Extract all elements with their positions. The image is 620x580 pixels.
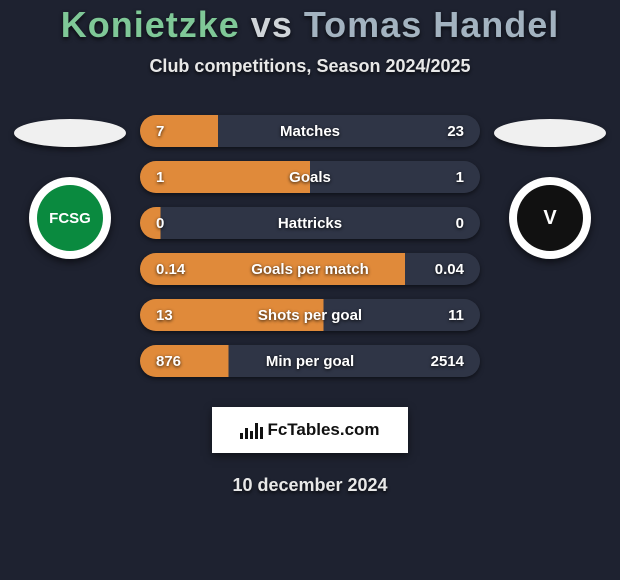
right-flag: [494, 119, 606, 147]
stat-label: Shots per goal: [258, 307, 362, 324]
right-side: V: [490, 115, 610, 259]
fctables-logo: FcTables.com: [212, 407, 408, 453]
stat-left-value: 1: [156, 169, 192, 186]
left-flag: [14, 119, 126, 147]
stat-right-value: 23: [428, 123, 464, 140]
left-club-badge: FCSG: [29, 177, 111, 259]
date-text: 10 december 2024: [0, 475, 620, 496]
stat-label: Min per goal: [266, 353, 354, 370]
stat-label: Hattricks: [278, 215, 342, 232]
right-badge-text: V: [517, 185, 583, 251]
stat-row: 876 Min per goal 2514: [140, 345, 480, 377]
subtitle-text: Club competitions, Season 2024/2025: [0, 56, 620, 77]
stat-left-value: 0.14: [156, 261, 192, 278]
stat-label: Goals: [289, 169, 331, 186]
stat-row: 7 Matches 23: [140, 115, 480, 147]
stat-right-value: 1: [428, 169, 464, 186]
stat-left-value: 0: [156, 215, 192, 232]
page-title: Konietzke vs Tomas Handel: [0, 4, 620, 46]
stat-row: 13 Shots per goal 11: [140, 299, 480, 331]
title-player1: Konietzke: [61, 4, 240, 45]
stat-right-value: 0.04: [428, 261, 464, 278]
left-badge-text: FCSG: [37, 185, 103, 251]
left-side: FCSG: [10, 115, 130, 259]
stat-label: Matches: [280, 123, 340, 140]
stat-row: 0 Hattricks 0: [140, 207, 480, 239]
right-club-badge: V: [509, 177, 591, 259]
stats-list: 7 Matches 23 1 Goals 1 0 Hattricks 0 0.14 Goals pe…: [140, 115, 480, 391]
title-vs: vs: [251, 4, 293, 45]
comparison-row: FCSG 7 Matches 23 1 Goals 1 0 Hattricks 0 0.14 Goa…: [0, 115, 620, 391]
stat-left-value: 7: [156, 123, 192, 140]
bars-icon: [240, 421, 263, 439]
stat-right-value: 2514: [428, 353, 464, 370]
stat-right-value: 0: [428, 215, 464, 232]
fctables-logo-text: FcTables.com: [240, 420, 379, 440]
stat-left-value: 876: [156, 353, 192, 370]
stat-row: 0.14 Goals per match 0.04: [140, 253, 480, 285]
fctables-label: FcTables.com: [267, 420, 379, 440]
stat-label: Goals per match: [251, 261, 369, 278]
stat-row: 1 Goals 1: [140, 161, 480, 193]
stat-left-value: 13: [156, 307, 192, 324]
stat-right-value: 11: [428, 307, 464, 324]
title-player2: Tomas Handel: [304, 4, 559, 45]
